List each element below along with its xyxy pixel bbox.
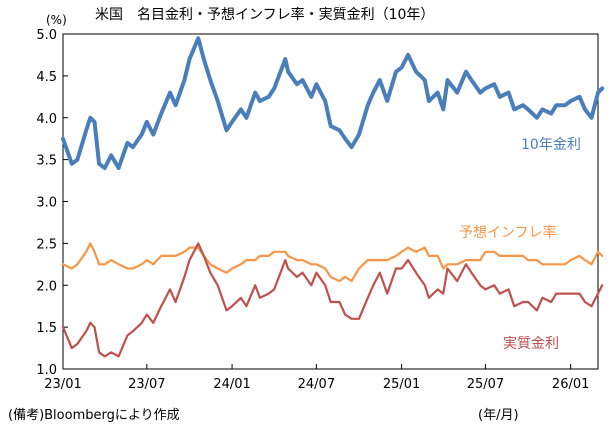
axes: 1.0 1.5 2.0 2.5 3.0 3.5 4.0 4.5 5.0 23/01 23/07 24/… [36, 28, 599, 392]
y-tick-label: 5.0 [36, 28, 57, 43]
source-note: (備考)Bloombergにより作成 [8, 407, 180, 423]
series-line-3 [61, 242, 604, 358]
x-tick-label: 24/07 [298, 377, 335, 392]
y-tick-label: 4.5 [36, 70, 57, 85]
series-group [61, 36, 605, 358]
chart-title: 米国 名目金利・予想インフレ率・実質金利（10年） [95, 6, 434, 23]
y-tick-label: 3.5 [36, 154, 57, 169]
x-tick-label: 25/07 [467, 377, 504, 392]
series-line-2 [61, 242, 604, 283]
y-tick-label: 3.0 [36, 196, 57, 211]
series-label-2: 予想インフレ率 [459, 224, 557, 241]
x-tick-label: 23/01 [44, 377, 81, 392]
y-unit-label: (%) [46, 13, 67, 27]
x-unit-label: (年/月) [478, 408, 519, 423]
series-label-3: 実質金利 [503, 336, 559, 352]
x-tick-label: 26/01 [552, 377, 589, 392]
y-tick-label: 2.5 [36, 237, 57, 252]
y-tick-label: 1.5 [36, 321, 57, 336]
x-tick-label: 23/07 [128, 377, 165, 392]
series-line-1 [61, 36, 605, 170]
x-tick-label: 24/01 [213, 377, 250, 392]
y-tick-label: 1.0 [36, 363, 57, 378]
y-tick-label: 4.0 [36, 112, 57, 127]
x-tick-label: 25/01 [383, 377, 420, 392]
y-tick-label: 2.0 [36, 279, 57, 294]
series-label-1: 10年金利 [521, 137, 581, 153]
